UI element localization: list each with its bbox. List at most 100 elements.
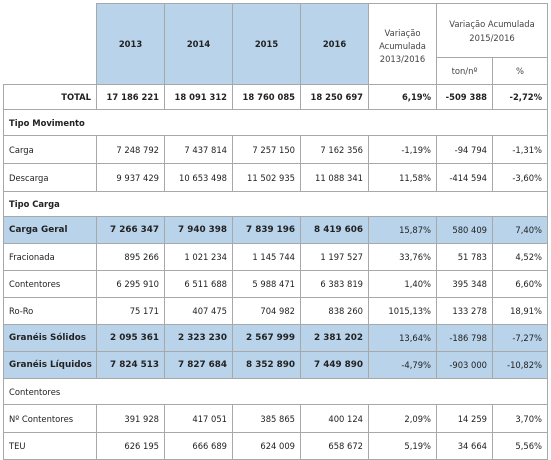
year-header-2014: 2014 [164,3,233,85]
cell-var-pct: -10,82% [491,351,549,379]
table-row-fracionada: Fracionada 895 266 1 021 234 1 145 744 1… [3,243,549,271]
cell-2016: 2 381 202 [300,324,369,352]
cell-var-2013-2016: 13,64% [368,324,437,352]
cell-2016: 1 197 527 [300,243,369,271]
cell-2013: 75 171 [96,297,165,325]
cell-2015: 7 839 196 [232,216,301,244]
cell-var-2013-2016: 11,58% [368,163,437,192]
row-label: Ro-Ro [3,297,97,325]
cell-2013: 9 937 429 [96,163,165,192]
cell-var-pct: 6,60% [491,270,549,298]
row-label: Granéis Sólidos [3,324,97,352]
section-label: Contentores [3,378,97,405]
cell-var-pct: 5,56% [491,432,549,460]
cell-var-ton: -903 000 [436,351,493,379]
variation-2013-2016-line2: Acumulada [379,40,426,51]
cell-var-ton: 133 278 [436,297,493,325]
section-row-tipo-carga: Tipo Carga [3,191,549,217]
cell-2014: 7 437 814 [164,135,233,164]
cell-2016: 11 088 341 [300,163,369,192]
section-row-tipo-movimento: Tipo Movimento [3,109,549,136]
cell-2013: 6 295 910 [96,270,165,298]
cell-2015: 624 009 [232,432,301,460]
row-label: Contentores [3,270,97,298]
cell-var-2013-2016: 1,40% [368,270,437,298]
row-label: Descarga [3,163,97,192]
unit-percent-header: % [491,57,549,85]
cell-2015: 704 982 [232,297,301,325]
header-row: 2013 2014 2015 2016 Variação Acumulada 2… [3,3,549,85]
variation-2013-2016-line1: Variação [384,27,421,38]
cell-var-pct: 7,40% [491,216,549,244]
cell-var-ton: 580 409 [436,216,493,244]
cell-2014: 10 653 498 [164,163,233,192]
cell-2013: 17 186 221 [96,84,165,110]
row-label: TOTAL [3,84,97,110]
cell-var-ton: 14 259 [436,404,493,433]
cell-2014: 2 323 230 [164,324,233,352]
cell-2015: 385 865 [232,404,301,433]
variation-2015-2016-line2: 2015/2016 [469,32,515,43]
variation-2015-2016-header: Variação Acumulada 2015/2016 [435,3,549,58]
variation-2013-2016-line3: 2013/2016 [379,53,426,64]
section-row-contentores: Contentores [3,378,549,405]
cell-var-2013-2016: -1,19% [368,135,437,164]
cell-var-2013-2016: -4,79% [368,351,437,379]
table-row-graneis-liquidos: Granéis Líquidos 7 824 513 7 827 684 8 3… [3,351,549,379]
cell-var-pct: 3,70% [491,404,549,433]
cell-var-pct: -3,60% [491,163,549,192]
row-label: TEU [3,432,97,460]
cell-2015: 18 760 085 [232,84,301,110]
cell-var-2013-2016: 15,87% [368,216,437,244]
port-statistics-table: 2013 2014 2015 2016 Variação Acumulada 2… [3,3,549,460]
cell-var-ton: 34 664 [436,432,493,460]
year-header-2013: 2013 [96,3,165,85]
row-label: Carga Geral [3,216,97,244]
cell-var-ton: -414 594 [436,163,493,192]
cell-2014: 7 940 398 [164,216,233,244]
cell-var-pct: 4,52% [491,243,549,271]
cell-2013: 626 195 [96,432,165,460]
cell-2014: 666 689 [164,432,233,460]
cell-2016: 7 162 356 [300,135,369,164]
cell-2015: 8 352 890 [232,351,301,379]
cell-2014: 1 021 234 [164,243,233,271]
table-row-teu: TEU 626 195 666 689 624 009 658 672 5,19… [3,432,549,460]
cell-2016: 8 419 606 [300,216,369,244]
cell-2014: 407 475 [164,297,233,325]
table-row-descarga: Descarga 9 937 429 10 653 498 11 502 935… [3,163,549,192]
cell-2013: 2 095 361 [96,324,165,352]
year-header-2015: 2015 [232,3,301,85]
table-row-carga: Carga 7 248 792 7 437 814 7 257 150 7 16… [3,135,549,164]
cell-2013: 7 266 347 [96,216,165,244]
cell-var-2013-2016: 5,19% [368,432,437,460]
table-row-contentores-carga: Contentores 6 295 910 6 511 688 5 988 47… [3,270,549,298]
row-label: Carga [3,135,97,164]
header-corner-cell [3,3,97,85]
table-row-n-contentores: Nº Contentores 391 928 417 051 385 865 4… [3,404,549,433]
cell-var-pct: -2,72% [491,84,549,110]
cell-2013: 391 928 [96,404,165,433]
cell-var-pct: 18,91% [491,297,549,325]
section-label: Tipo Movimento [3,109,97,136]
cell-var-ton: 51 783 [436,243,493,271]
cell-2016: 658 672 [300,432,369,460]
cell-2013: 7 248 792 [96,135,165,164]
cell-var-pct: -7,27% [491,324,549,352]
table-row-graneis-solidos: Granéis Sólidos 2 095 361 2 323 230 2 56… [3,324,549,352]
cell-2016: 6 383 819 [300,270,369,298]
cell-2014: 7 827 684 [164,351,233,379]
cell-2013: 895 266 [96,243,165,271]
variation-2015-2016-line1: Variação Acumulada [449,18,535,29]
table-row-carga-geral: Carga Geral 7 266 347 7 940 398 7 839 19… [3,216,549,244]
variation-2013-2016-header: Variação Acumulada 2013/2016 [368,3,437,85]
cell-2015: 7 257 150 [232,135,301,164]
cell-var-ton: -186 798 [436,324,493,352]
cell-var-2013-2016: 6,19% [368,84,437,110]
row-label: Fracionada [3,243,97,271]
cell-var-ton: -94 794 [436,135,493,164]
cell-var-2013-2016: 1015,13% [368,297,437,325]
cell-2014: 6 511 688 [164,270,233,298]
row-label: Granéis Líquidos [3,351,97,379]
cell-2015: 2 567 999 [232,324,301,352]
